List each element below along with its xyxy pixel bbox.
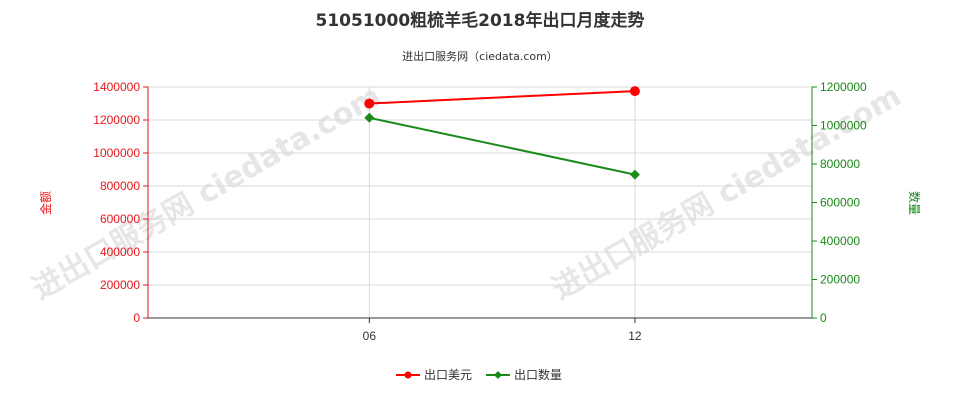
- left-axis-tick-label: 200000: [100, 278, 140, 292]
- legend-label: 出口美元: [424, 368, 472, 382]
- data-point: [364, 112, 375, 123]
- right-axis-tick-label: 400000: [820, 234, 860, 248]
- legend-label: 出口数量: [514, 367, 562, 382]
- watermark-text: 进出口服务网 ciedata.com: [27, 79, 388, 307]
- chart-title: 51051000粗梳羊毛2018年出口月度走势: [316, 10, 645, 31]
- left-axis-tick-label: 600000: [100, 212, 140, 226]
- axes: 0 200000 400000 600000 800000 1000000 1200000 1…: [93, 80, 867, 343]
- right-axis-tick-label: 0: [820, 311, 827, 325]
- left-axis-tick-label: 800000: [100, 179, 140, 193]
- series-line-export-quantity: [369, 116, 636, 176]
- x-axis-tick-label: 06: [363, 329, 377, 343]
- left-axis-tick-label: 0: [133, 311, 140, 325]
- series-line-export-value: [369, 90, 635, 105]
- data-point: [629, 169, 640, 180]
- left-axis-tick-label: 1000000: [93, 146, 140, 160]
- left-axis-tick-label: 1200000: [93, 113, 140, 127]
- data-point: [364, 98, 375, 109]
- right-axis-label: 数量: [907, 191, 922, 215]
- data-point: [629, 86, 640, 97]
- x-axis-tick-label: 12: [628, 329, 642, 343]
- left-axis-tick-label: 1400000: [93, 80, 140, 94]
- left-axis-tick-label: 400000: [100, 245, 140, 259]
- right-axis-tick-label: 1200000: [820, 80, 867, 94]
- left-axis-label: 金额: [38, 191, 53, 215]
- grid: [148, 86, 812, 319]
- legend-marker: [404, 371, 412, 379]
- series: [364, 86, 640, 180]
- watermark-layer: 进出口服务网 ciedata.com 进出口服务网 ciedata.com: [27, 79, 908, 307]
- right-axis-tick-label: 600000: [820, 196, 860, 210]
- legend: 出口美元 出口数量: [396, 367, 562, 382]
- legend-marker: [494, 371, 502, 379]
- right-axis-tick-label: 200000: [820, 273, 860, 287]
- chart-subtitle: 进出口服务网（ciedata.com）: [402, 49, 558, 63]
- right-axis-tick-label: 800000: [820, 157, 860, 171]
- right-axis-tick-label: 1000000: [820, 119, 867, 133]
